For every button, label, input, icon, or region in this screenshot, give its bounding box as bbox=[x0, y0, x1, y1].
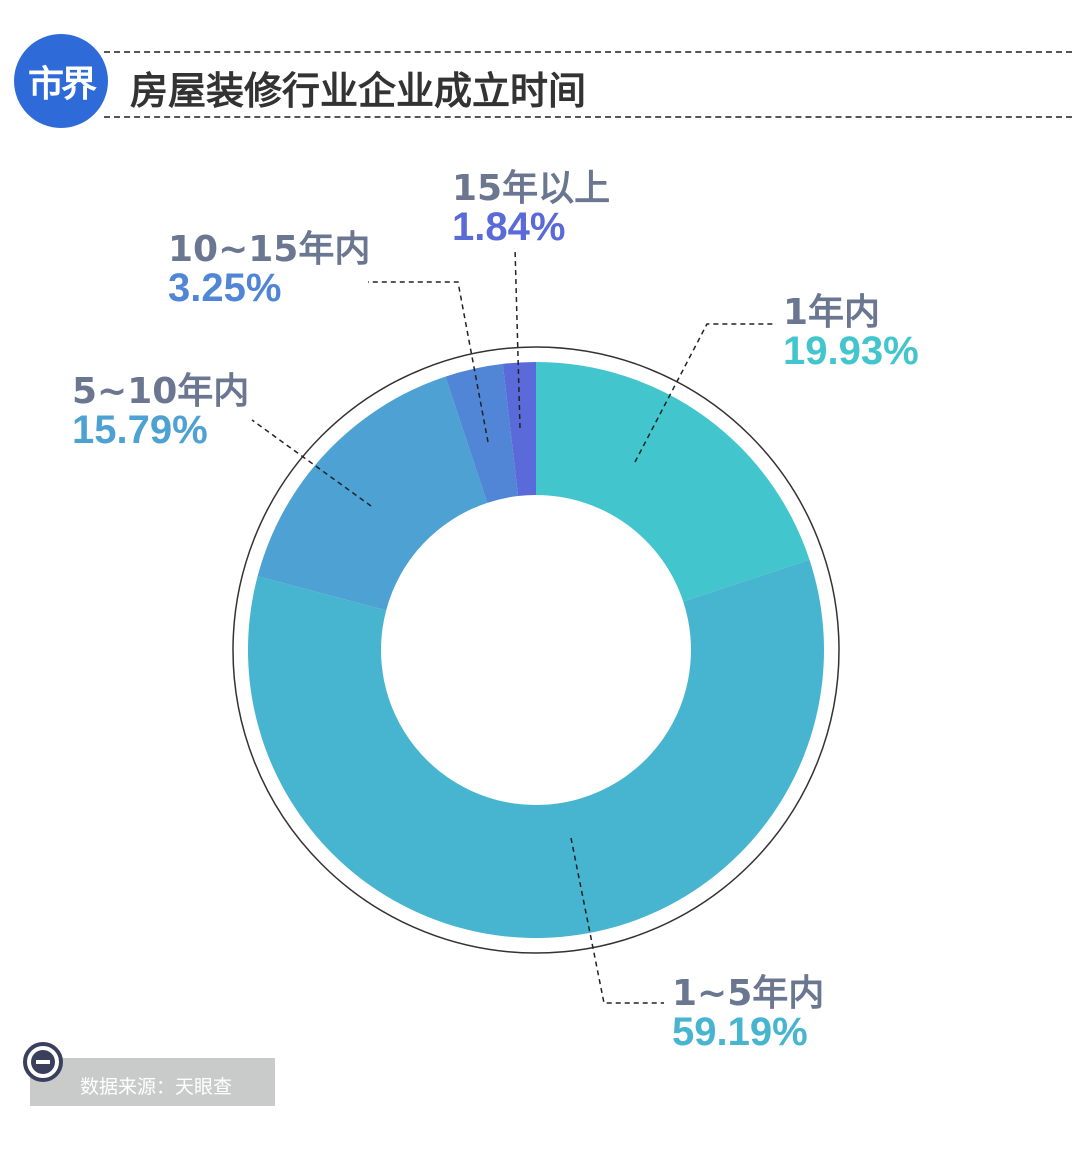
leader-line-1 bbox=[634, 323, 775, 463]
brand-logo-text: 市界 bbox=[27, 64, 97, 105]
category-label-1: 1年内 bbox=[783, 292, 880, 333]
leader-line-5 bbox=[514, 247, 521, 429]
value-label-2: 59.19% bbox=[672, 1010, 808, 1054]
header-divider-bottom bbox=[104, 116, 1072, 118]
value-label-1: 19.93% bbox=[783, 329, 919, 373]
page-title: 房屋装修行业企业成立时间 bbox=[130, 69, 587, 113]
slice-2 bbox=[248, 559, 825, 938]
slice-3 bbox=[257, 376, 488, 611]
value-label-5: 1.84% bbox=[452, 205, 565, 249]
chart-outer-ring bbox=[232, 346, 840, 954]
category-label-4: 10~15年内 bbox=[168, 229, 370, 270]
value-label-3: 15.79% bbox=[72, 408, 208, 452]
footer-logo-icon bbox=[23, 1042, 63, 1082]
slice-5 bbox=[502, 362, 536, 497]
leader-line-2 bbox=[570, 837, 664, 1004]
source-text: 数据来源：天眼查 bbox=[80, 1076, 233, 1098]
leader-line-3 bbox=[251, 419, 372, 507]
category-label-2: 1~5年内 bbox=[672, 973, 824, 1014]
category-label-3: 5~10年内 bbox=[72, 371, 249, 412]
leader-line-4 bbox=[368, 281, 489, 443]
chart-leader-lines bbox=[251, 247, 775, 1004]
slice-1 bbox=[536, 362, 810, 602]
value-label-4: 3.25% bbox=[168, 266, 281, 310]
chart-slices bbox=[248, 362, 825, 938]
slice-4 bbox=[445, 363, 519, 503]
brand-logo: 市界 bbox=[14, 34, 108, 128]
category-label-5: 15年以上 bbox=[452, 168, 610, 209]
header-divider-top bbox=[104, 51, 1072, 53]
